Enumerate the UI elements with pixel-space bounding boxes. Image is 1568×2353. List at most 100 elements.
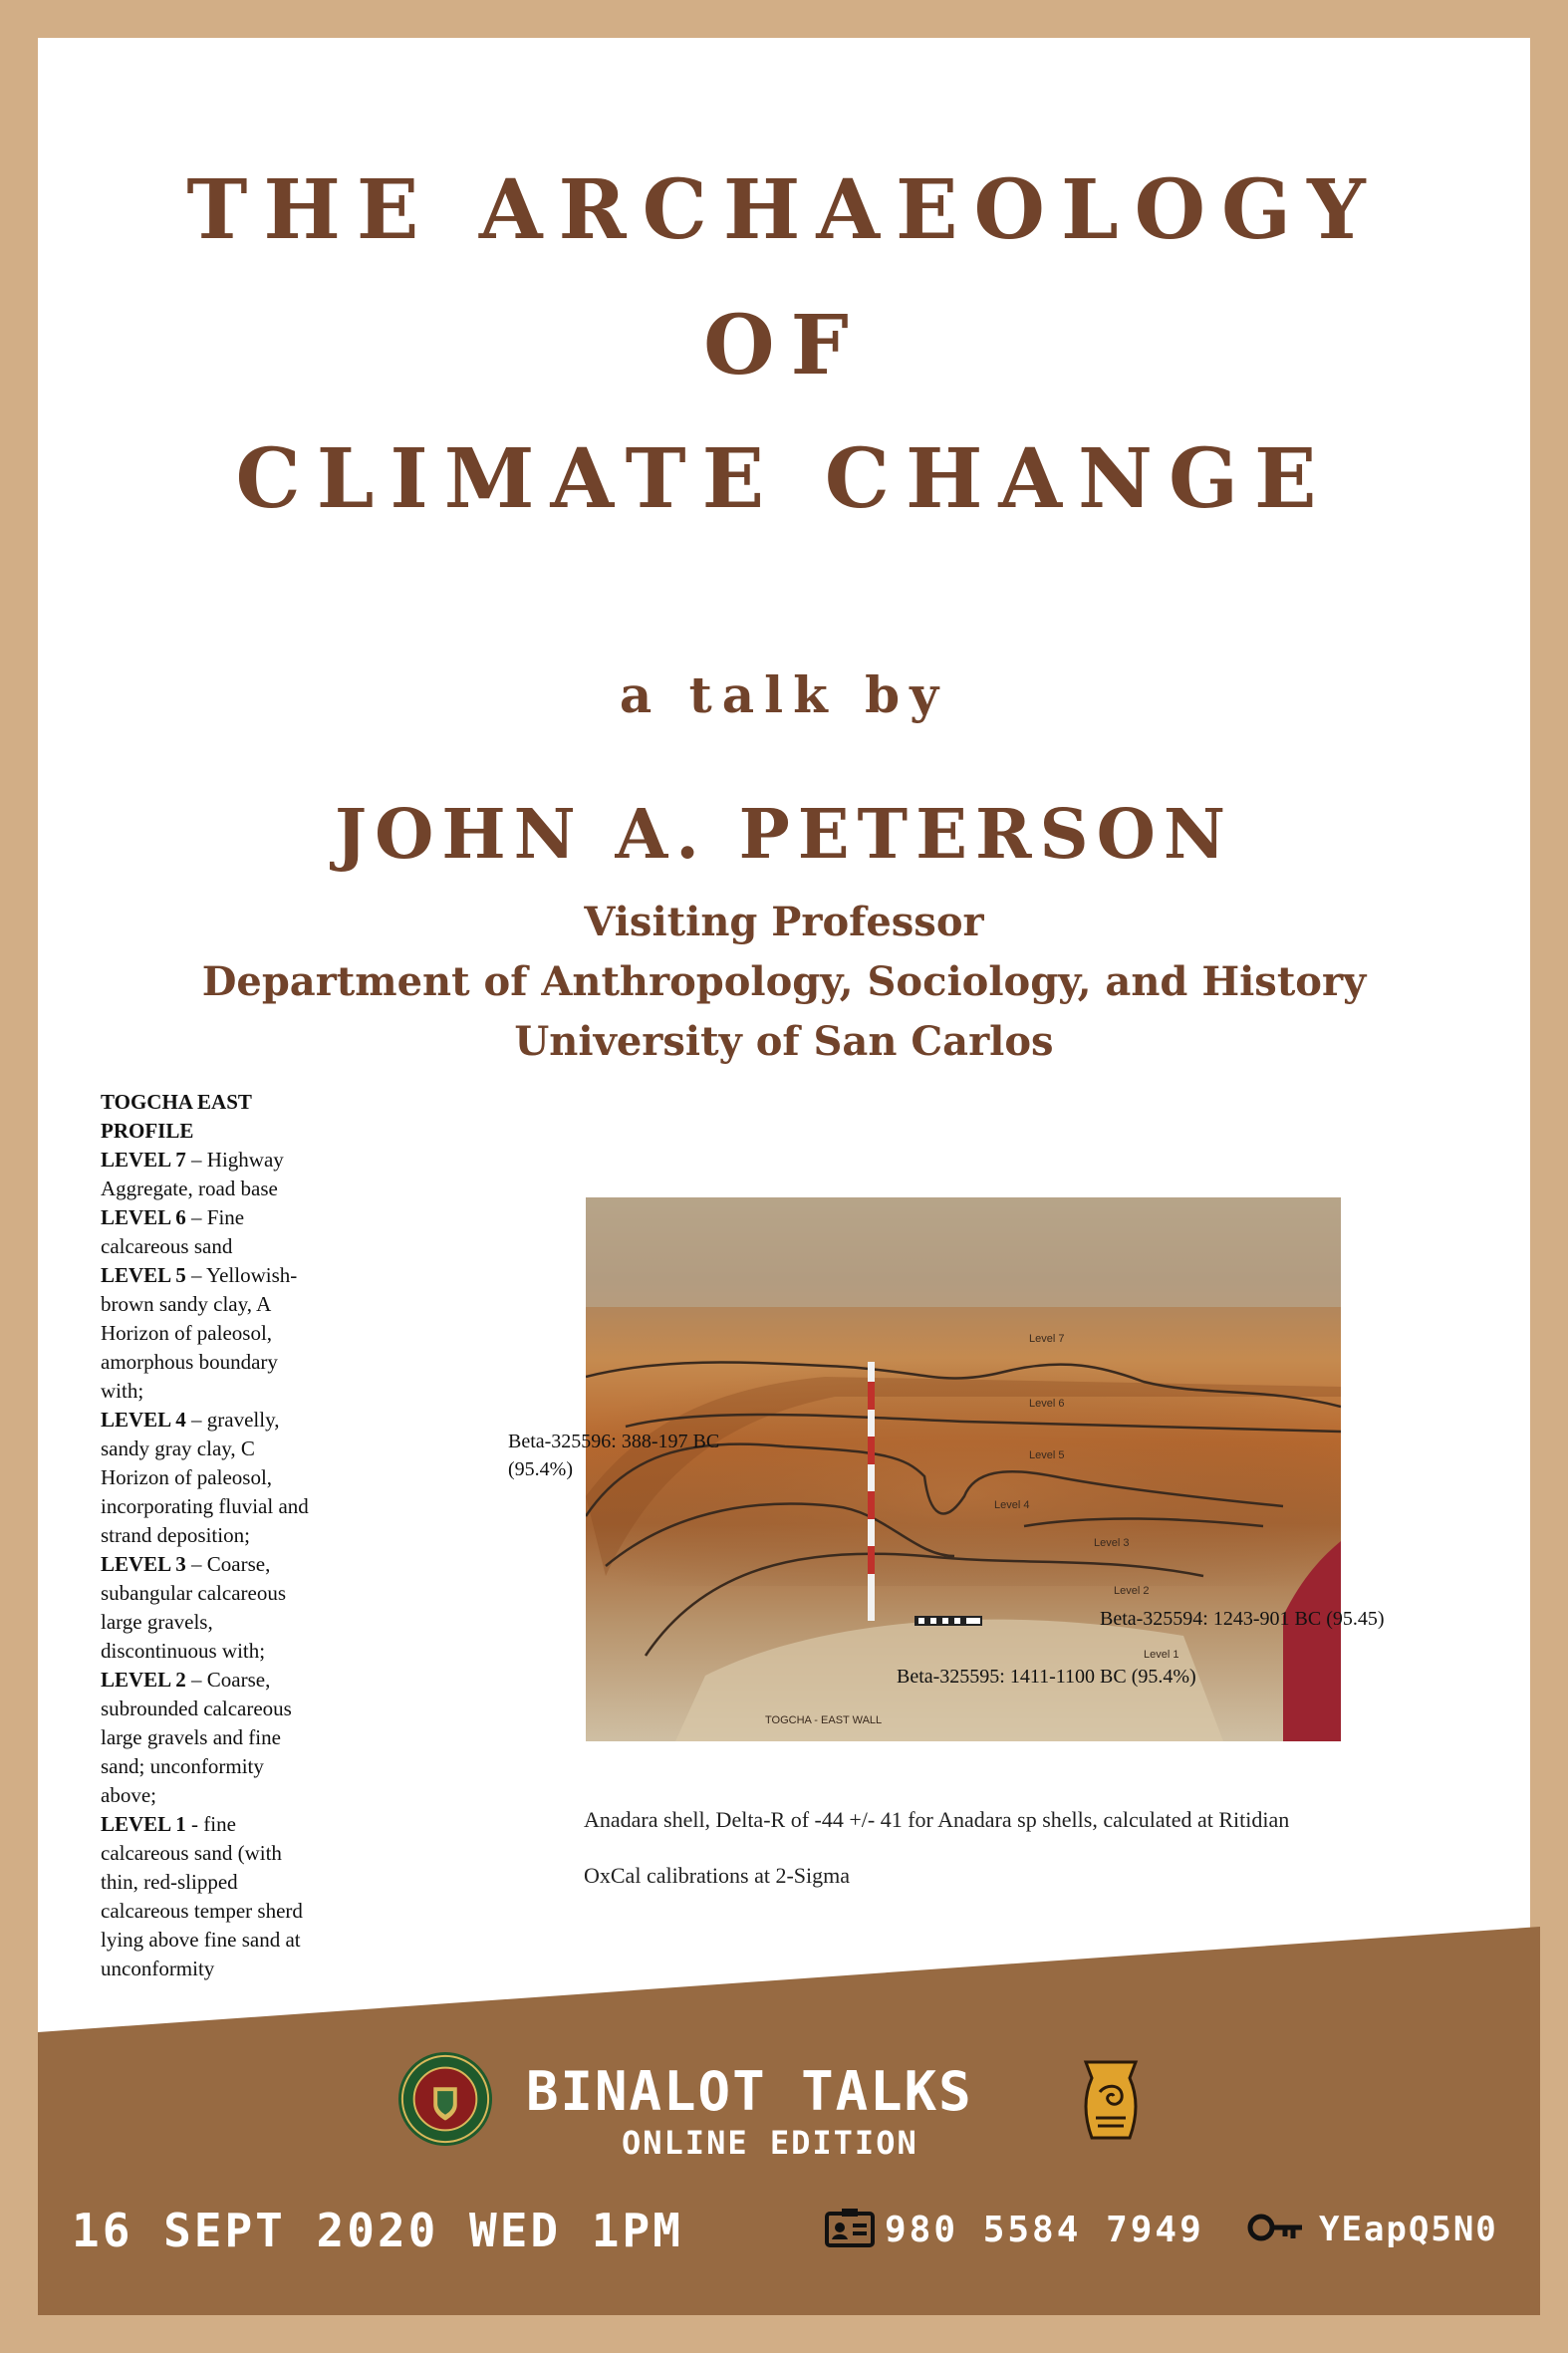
level-description: calcareous temper sherd <box>101 1899 303 1923</box>
level-label: Level 3 <box>1094 1537 1129 1549</box>
profile-heading: TOGCHA EAST <box>101 1090 252 1114</box>
pottery-jar-icon <box>1083 2060 1139 2140</box>
profile-line: discontinuous with; <box>101 1637 390 1666</box>
level-heading: LEVEL 6 <box>101 1205 186 1229</box>
speaker-department: Department of Anthropology, Sociology, a… <box>201 958 1367 1005</box>
id-card-icon <box>825 2209 875 2247</box>
profile-line: strand deposition; <box>101 1521 390 1550</box>
profile-line: above; <box>101 1781 390 1810</box>
level-description: lying above fine sand at <box>101 1928 301 1952</box>
level-description: Horizon of paleosol, <box>101 1465 273 1489</box>
profile-line: Horizon of paleosol, <box>101 1463 390 1492</box>
title-line-2: OF <box>703 298 865 393</box>
level-label: Level 2 <box>1114 1585 1149 1597</box>
profile-line: calcareous sand (with <box>101 1839 390 1868</box>
level-description: unconformity <box>101 1957 215 1980</box>
speaker-name: JOHN A. PETERSON <box>335 795 1233 875</box>
calibration-note: OxCal calibrations at 2-Sigma <box>584 1863 850 1888</box>
level-description: – gravelly, <box>185 1408 280 1432</box>
level-description: large gravels, <box>101 1610 213 1634</box>
profile-line: subrounded calcareous <box>101 1695 390 1723</box>
series-edition: ONLINE EDITION <box>622 2124 918 2162</box>
profile-line: sand; unconformity <box>101 1752 390 1781</box>
level-description: – Yellowish- <box>185 1263 298 1287</box>
speaker-university: University of San Carlos <box>514 1018 1054 1065</box>
passcode: YEapQ5N0 <box>1319 2210 1498 2249</box>
level-heading: LEVEL 7 <box>101 1148 186 1172</box>
profile-line: LEVEL 5 – Yellowish- <box>101 1261 390 1290</box>
profile-line: amorphous boundary <box>101 1348 390 1377</box>
profile-line: LEVEL 1 - fine <box>101 1810 390 1839</box>
level-description: above; <box>101 1783 156 1807</box>
profile-line: LEVEL 6 – Fine <box>101 1203 390 1232</box>
level-description: large gravels and fine <box>101 1725 281 1749</box>
level-description: calcareous sand <box>101 1234 233 1258</box>
level-label: Level 6 <box>1029 1398 1064 1410</box>
profile-line: LEVEL 3 – Coarse, <box>101 1550 390 1579</box>
level-description: Horizon of paleosol, <box>101 1321 273 1345</box>
profile-line: large gravels and fine <box>101 1723 390 1752</box>
profile-line: lying above fine sand at <box>101 1926 390 1955</box>
profile-line: sandy gray clay, C <box>101 1435 390 1463</box>
profile-line: LEVEL 4 – gravelly, <box>101 1406 390 1435</box>
profile-line: incorporating fluvial and <box>101 1492 390 1521</box>
profile-line: unconformity <box>101 1955 390 1983</box>
date-label-beta-325596-pct: (95.4%) <box>508 1458 573 1480</box>
title-line-1: THE ARCHAEOLOGY <box>186 162 1382 258</box>
level-description: amorphous boundary <box>101 1350 278 1374</box>
event-date: 16 SEPT 2020 WED 1PM <box>72 2204 683 2257</box>
level-description: calcareous sand (with <box>101 1841 282 1865</box>
profile-line: calcareous sand <box>101 1232 390 1261</box>
photo-caption: TOGCHA - EAST WALL <box>765 1714 882 1726</box>
profile-line: LEVEL 7 – Highway <box>101 1146 390 1175</box>
talk-by-label: a talk by <box>619 665 949 724</box>
profile-line: Horizon of paleosol, <box>101 1319 390 1348</box>
level-heading: LEVEL 2 <box>101 1668 186 1692</box>
excavation-photo: Level 7 Level 6 Level 5 Level 4 Level 3 … <box>586 1197 1341 1741</box>
shell-note: Anadara shell, Delta-R of -44 +/- 41 for… <box>584 1807 1290 1832</box>
university-seal-icon <box>397 2051 493 2147</box>
series-title: BINALOT TALKS <box>526 2060 973 2123</box>
profile-line: calcareous temper sherd <box>101 1897 390 1926</box>
level-description: – Coarse, <box>185 1552 271 1576</box>
level-label: Level 1 <box>1144 1649 1178 1661</box>
profile-line: Aggregate, road base <box>101 1175 390 1203</box>
profile-line: LEVEL 2 – Coarse, <box>101 1666 390 1695</box>
profile-line: thin, red-slipped <box>101 1868 390 1897</box>
level-description: with; <box>101 1379 144 1403</box>
meeting-id: 980 5584 7949 <box>885 2210 1204 2250</box>
level-description: sand; unconformity <box>101 1754 264 1778</box>
poster-panel <box>38 38 1530 2315</box>
level-description: – Fine <box>185 1205 245 1229</box>
level-description: thin, red-slipped <box>101 1870 238 1894</box>
profile-line: subangular calcareous <box>101 1579 390 1608</box>
level-description: – Highway <box>185 1148 284 1172</box>
level-description: – Coarse, <box>185 1668 271 1692</box>
level-heading: LEVEL 1 <box>101 1812 186 1836</box>
profile-line: with; <box>101 1377 390 1406</box>
level-description: brown sandy clay, A <box>101 1292 272 1316</box>
date-label-beta-325595: Beta-325595: 1411-1100 BC (95.4%) <box>897 1666 1196 1688</box>
level-description: Aggregate, road base <box>101 1176 278 1200</box>
level-label: Level 7 <box>1029 1333 1064 1345</box>
level-description: discontinuous with; <box>101 1639 266 1663</box>
level-description: subangular calcareous <box>101 1581 286 1605</box>
level-label: Level 5 <box>1029 1449 1064 1461</box>
profile-heading: PROFILE <box>101 1119 194 1143</box>
profile-line: brown sandy clay, A <box>101 1290 390 1319</box>
date-label-beta-325594: Beta-325594: 1243-901 BC (95.45) <box>1100 1608 1385 1630</box>
level-description: subrounded calcareous <box>101 1697 292 1720</box>
date-label-beta-325596: Beta-325596: 388-197 BC <box>508 1431 720 1452</box>
level-description: sandy gray clay, C <box>101 1437 255 1460</box>
title-line-3: CLIMATE CHANGE <box>235 431 1333 527</box>
level-heading: LEVEL 5 <box>101 1263 186 1287</box>
level-heading: LEVEL 3 <box>101 1552 186 1576</box>
level-heading: LEVEL 4 <box>101 1408 186 1432</box>
level-description: strand deposition; <box>101 1523 250 1547</box>
level-description: incorporating fluvial and <box>101 1494 309 1518</box>
stratigraphy-profile: TOGCHA EAST PROFILE LEVEL 7 – Highway Agg… <box>101 1088 390 1983</box>
level-description: - fine <box>185 1812 236 1836</box>
key-icon <box>1247 2214 1302 2241</box>
speaker-position: Visiting Professor <box>584 899 984 945</box>
